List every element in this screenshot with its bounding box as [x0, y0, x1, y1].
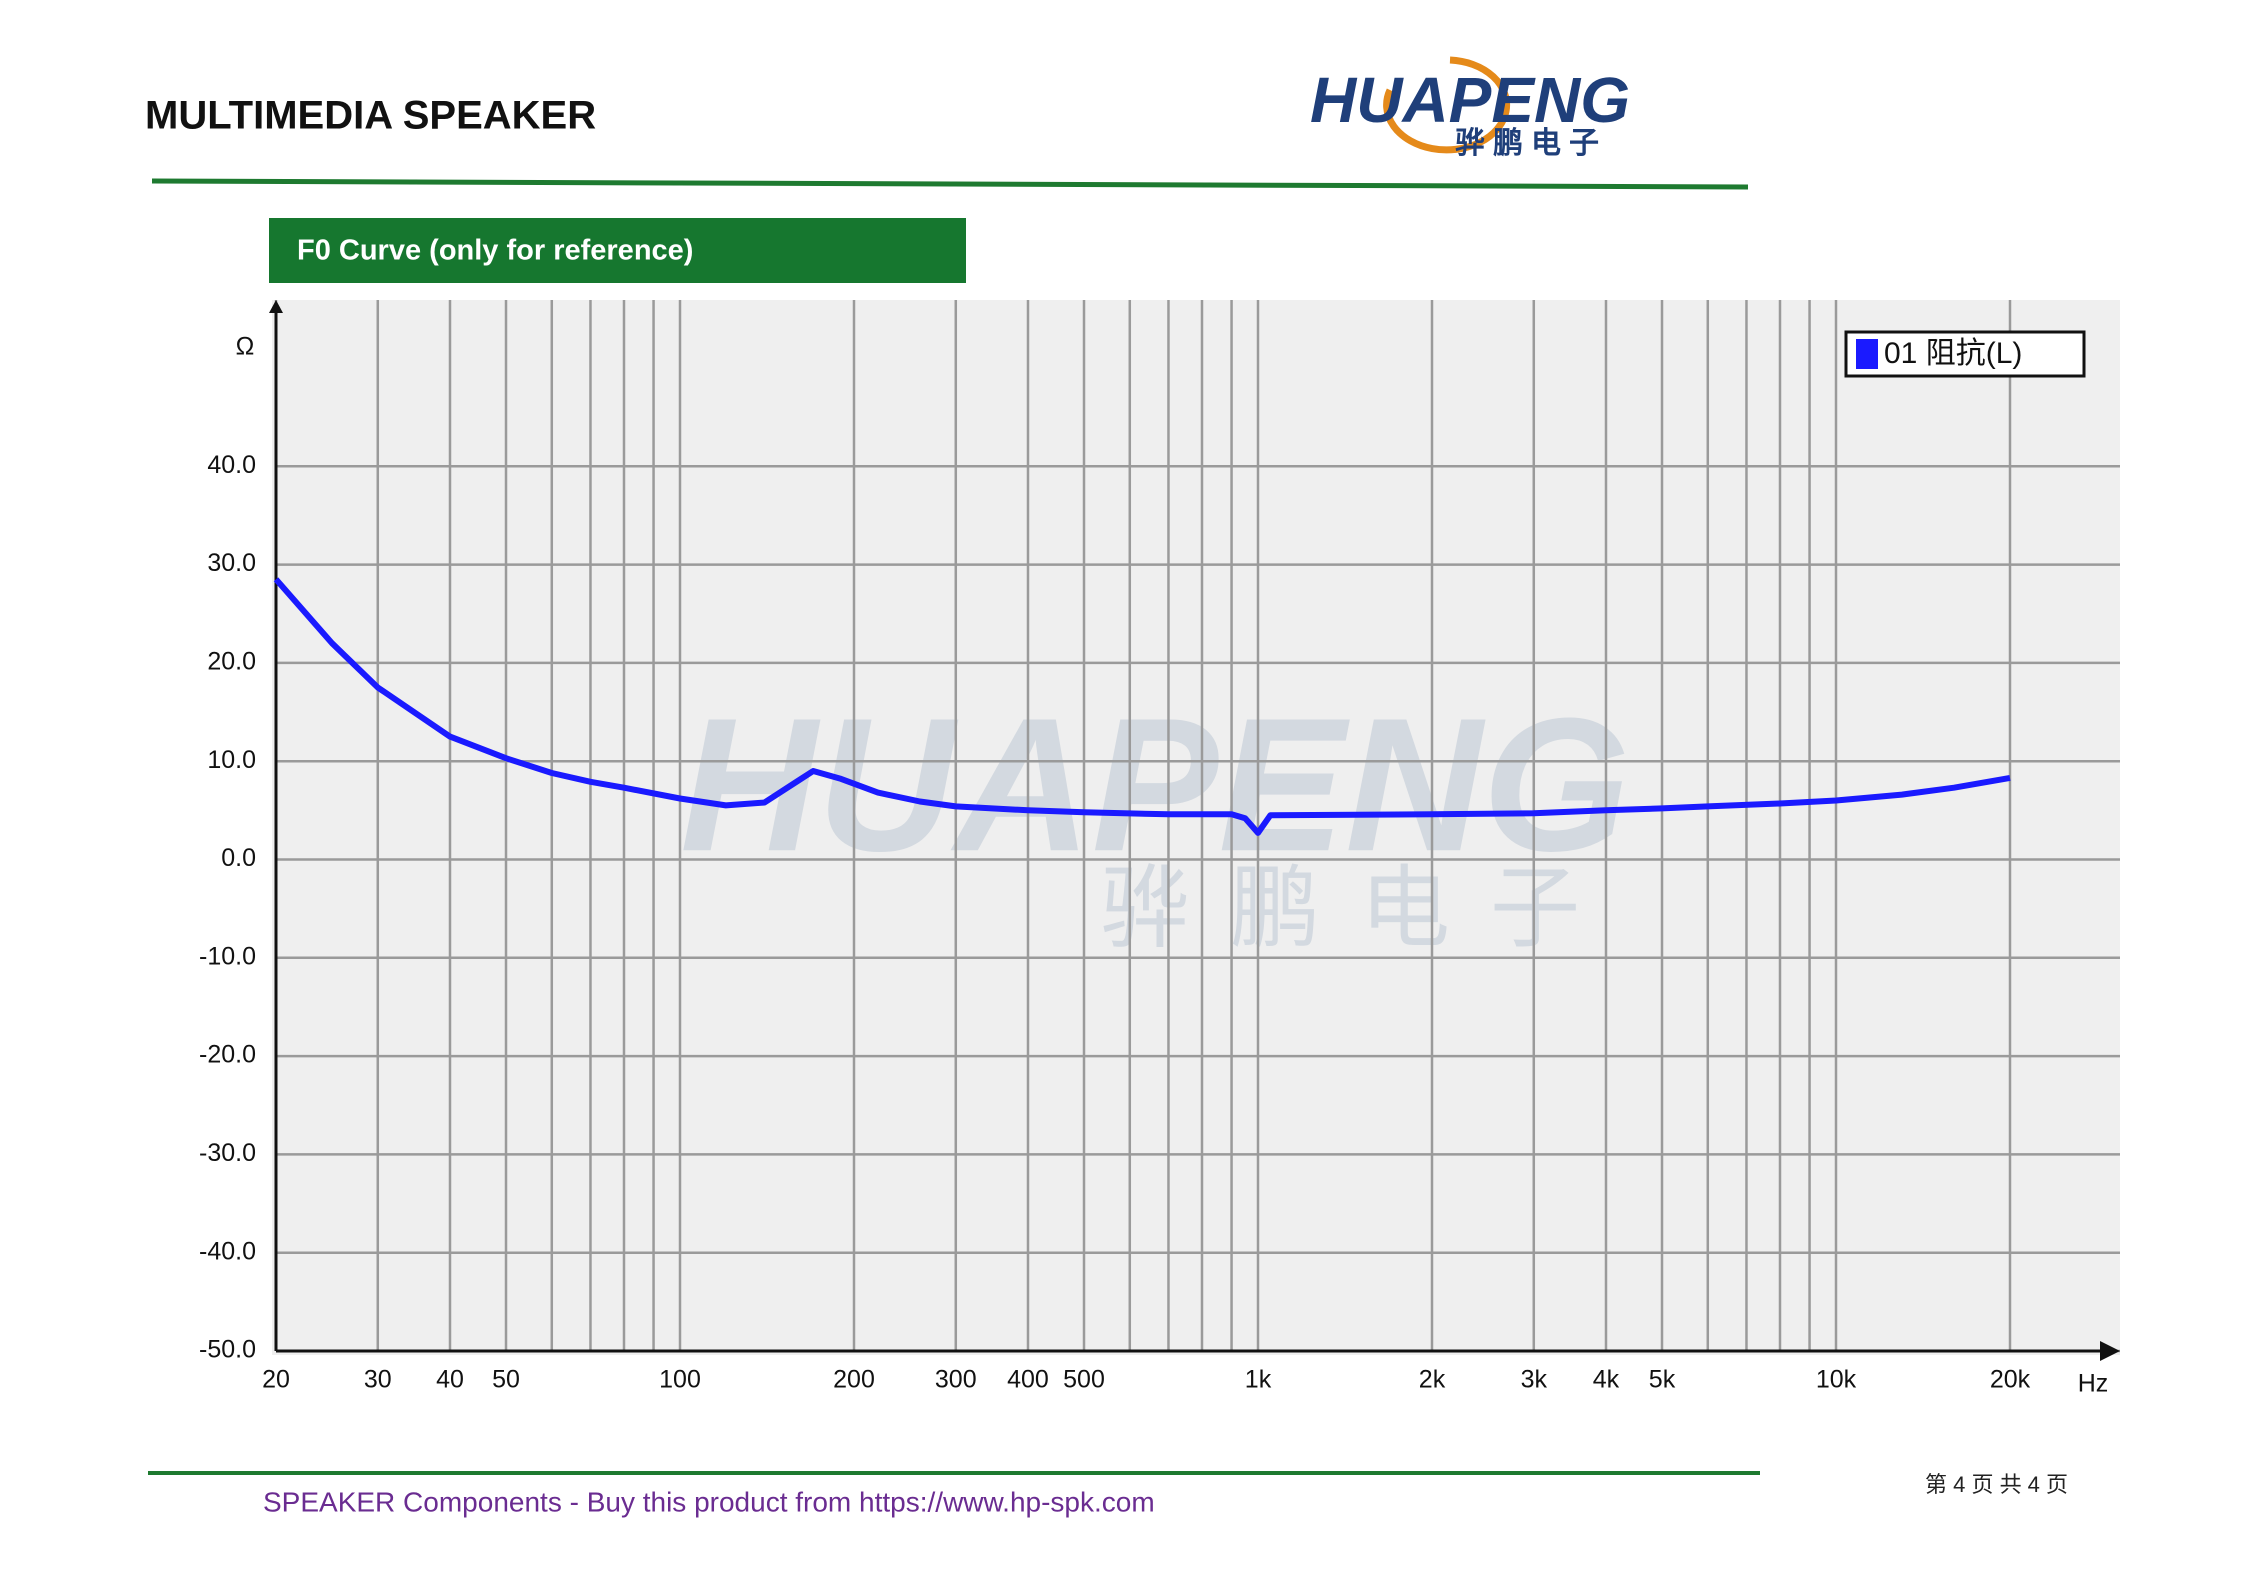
- x-tick-label: 100: [659, 1366, 701, 1394]
- x-tick-label: 4k: [1593, 1366, 1620, 1394]
- x-tick-label: 5k: [1649, 1366, 1676, 1394]
- x-tick-label: 500: [1063, 1366, 1105, 1394]
- y-tick-label: 20.0: [207, 647, 256, 675]
- y-tick-label: 30.0: [207, 549, 256, 577]
- y-tick-label: 40.0: [207, 451, 256, 479]
- x-tick-label: 10k: [1816, 1366, 1857, 1394]
- y-tick-label: 10.0: [207, 746, 256, 774]
- page-number: 第 4 页 共 4 页: [1925, 1472, 2068, 1497]
- y-tick-label: -10.0: [199, 942, 256, 970]
- plot-bg: [272, 300, 2120, 1355]
- y-tick-label: -50.0: [199, 1336, 256, 1364]
- logo-arc: [1383, 56, 1511, 154]
- watermark-cn: 骅鹏电子: [1100, 859, 1620, 959]
- x-tick-label: 200: [833, 1366, 875, 1394]
- x-tick-label: 20k: [1990, 1366, 2031, 1394]
- x-tick-label: 3k: [1521, 1366, 1548, 1394]
- header-rule: [151, 178, 1749, 190]
- y-tick-label: 0.0: [221, 844, 256, 872]
- x-tick-label: 30: [364, 1366, 392, 1394]
- legend-label: 01 阻抗(L): [1884, 337, 2022, 370]
- x-arrow: [2100, 1341, 2120, 1361]
- x-tick-label: 2k: [1419, 1366, 1446, 1394]
- logo-text: HUAPENG: [1310, 64, 1630, 136]
- section-box: [269, 218, 966, 283]
- x-tick-label: 1k: [1245, 1366, 1272, 1394]
- y-tick-label: -30.0: [199, 1139, 256, 1167]
- x-tick-label: 50: [492, 1366, 520, 1394]
- y-arrow: [269, 300, 283, 313]
- legend-box: [1844, 330, 2086, 378]
- x-tick-label: 20: [262, 1366, 290, 1394]
- y-unit: Ω: [236, 333, 255, 361]
- line: [273, 577, 2011, 836]
- section-title: F0 Curve (only for reference): [297, 235, 693, 267]
- page-title: MULTIMEDIA SPEAKER: [145, 94, 596, 138]
- logo-cn: 骅鹏电子: [1455, 126, 1607, 160]
- legend-swatch: [1856, 339, 1878, 369]
- footer-text: SPEAKER Components - Buy this product fr…: [263, 1486, 1155, 1517]
- watermark: HUAPENG: [680, 679, 1630, 891]
- x-tick-label: 40: [436, 1366, 464, 1394]
- x-unit: Hz: [2078, 1370, 2109, 1398]
- y-tick-label: -20.0: [199, 1041, 256, 1069]
- y-tick-label: -40.0: [199, 1237, 256, 1265]
- x-tick-label: 400: [1007, 1366, 1049, 1394]
- x-tick-label: 300: [935, 1366, 977, 1394]
